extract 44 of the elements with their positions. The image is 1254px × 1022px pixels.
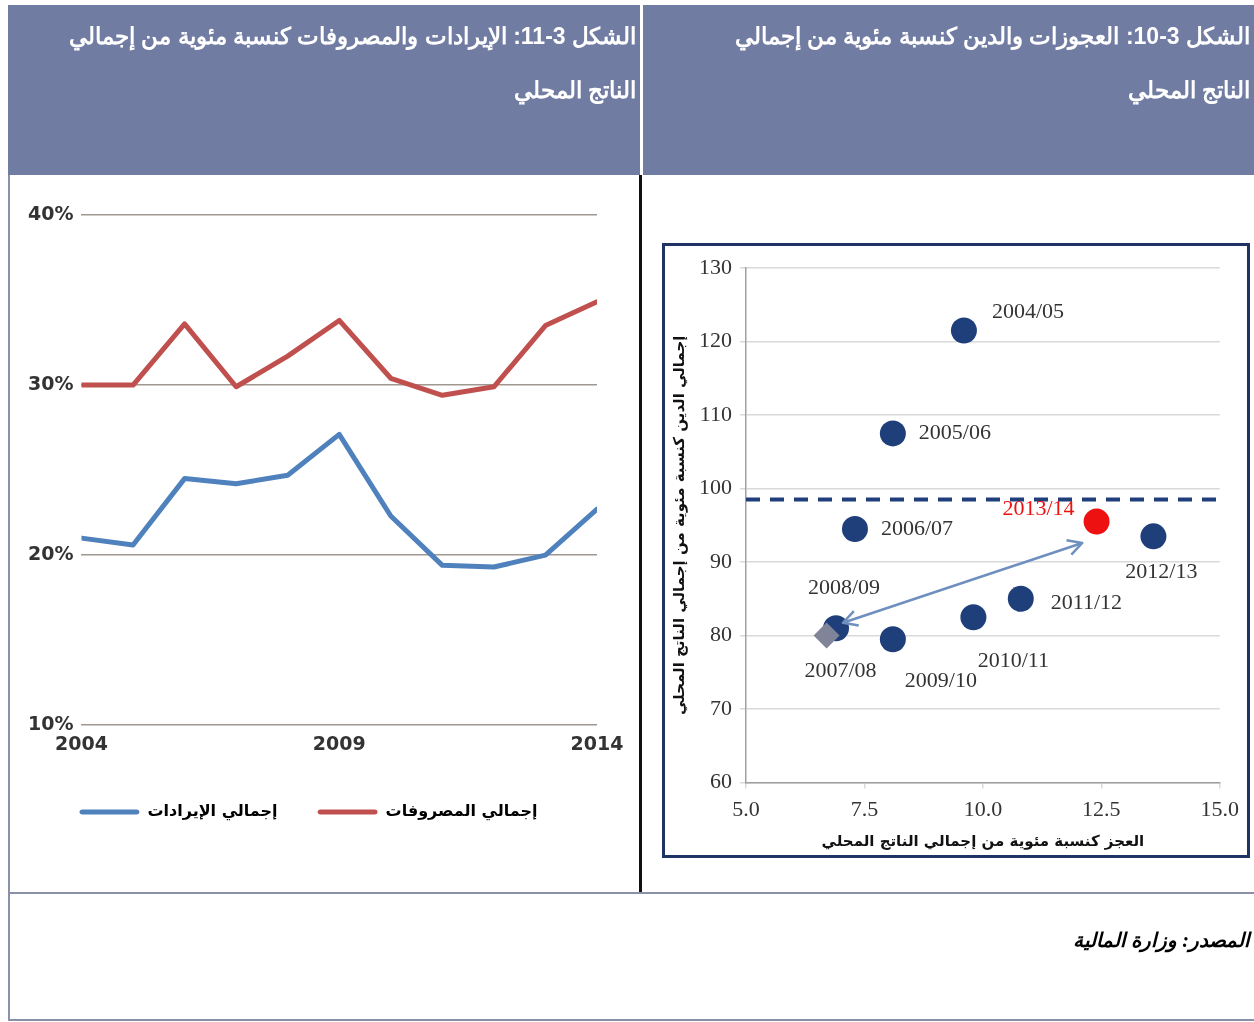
- annotation: 2005/06: [918, 419, 991, 445]
- x-tick-label: 12.5: [1082, 795, 1121, 821]
- y-tick-label: 130: [699, 253, 732, 279]
- text: المصدر: وزارة المالية: [1073, 928, 1250, 952]
- point: [1140, 523, 1167, 550]
- point: [879, 420, 906, 447]
- annotation: 2013/14: [1002, 495, 1075, 521]
- y-tick-label: 40%: [27, 201, 74, 224]
- x-tick-label: 5.0: [732, 795, 760, 821]
- annotation: 2008/09: [807, 574, 881, 599]
- y-tick-label: 100: [699, 474, 732, 500]
- y-tick-label: 60: [710, 768, 732, 794]
- x-tick-label: 2009: [312, 731, 366, 754]
- chart-title: الشكل 3-11: الإيرادات والمصروفات كنسبة مئوية من إجمالي الناتج المحلي: [68, 23, 636, 103]
- annotation: 2011/12: [1050, 588, 1123, 614]
- x-tick-label: 7.5: [850, 795, 879, 821]
- point: [960, 604, 987, 631]
- point: [950, 317, 977, 344]
- x-tick-label: 10.0: [963, 795, 1003, 821]
- y-tick-label: 110: [699, 400, 732, 426]
- y-tick-label: 90: [710, 547, 732, 573]
- annotation: 2004/05: [991, 298, 1065, 324]
- point: [1083, 508, 1110, 535]
- point: [813, 622, 840, 649]
- y-tick-label: 20%: [27, 542, 74, 565]
- point: [879, 626, 906, 653]
- legend-label: إجمالي المصروفات: [385, 801, 538, 822]
- y-tick-label: 80: [710, 621, 732, 647]
- x-tick-label: 15.0: [1200, 795, 1239, 821]
- y-tick-label: 120: [699, 327, 732, 353]
- y-tick-label: 70: [710, 694, 732, 720]
- annotation: 2012/13: [1125, 558, 1198, 584]
- x-axis-title: العجز كنسبة مئوية من إجمالي الناتج المحلي: [821, 831, 1145, 850]
- y-tick-label: 30%: [27, 372, 74, 394]
- chart-title: الشكل 3-10: العجوزات والدين كنسبة مئوية من إجمالي الناتج المحلي: [734, 23, 1250, 103]
- annotation: 2006/07: [880, 514, 954, 540]
- point: [1007, 585, 1034, 612]
- y-axis-title: إجمالي الدين كنسبة مئوية من إجمالي الناتج المحلي: [669, 335, 688, 716]
- point: [841, 515, 868, 542]
- x-tick-label: 2014: [570, 731, 624, 754]
- annotation: 2007/08: [804, 657, 877, 683]
- annotation: 2009/10: [904, 667, 977, 693]
- annotation: 2010/11: [977, 646, 1050, 672]
- legend-label: إجمالي الإيرادات: [147, 801, 278, 822]
